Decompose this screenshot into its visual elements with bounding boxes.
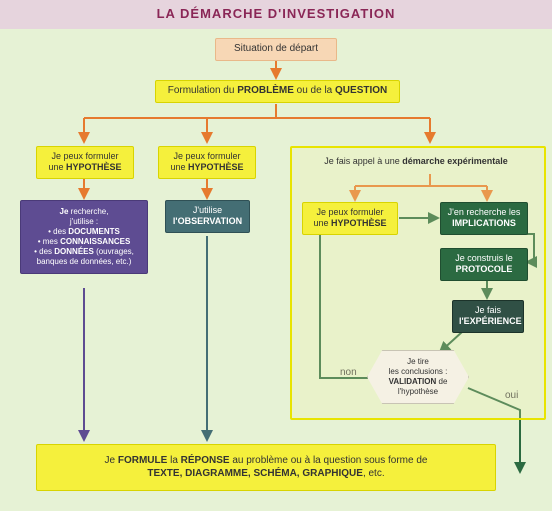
observation-box: J'utilisel'OBSERVATION <box>165 200 250 233</box>
hypothesis-box-3: Je peux formulerune HYPOTHÈSE <box>302 202 398 235</box>
answer-box: Je FORMULE la RÉPONSE au problème ou à l… <box>36 444 496 491</box>
experimental-title: Je fais appel à une démarche expérimenta… <box>298 152 534 171</box>
start-box: Situation de départ <box>215 38 337 61</box>
page-title: LA DÉMARCHE D'INVESTIGATION <box>0 0 552 29</box>
implications-box: J'en recherche lesIMPLICATIONS <box>440 202 528 235</box>
hypothesis-box-1: Je peux formulerune HYPOTHÈSE <box>36 146 134 179</box>
experience-box: Je faisl'EXPÉRIENCE <box>452 300 524 333</box>
documents-box: Je recherche, j'utilise : • des DOCUMENT… <box>20 200 148 274</box>
hypothesis-box-2: Je peux formulerune HYPOTHÈSE <box>158 146 256 179</box>
protocol-box: Je construis lePROTOCOLE <box>440 248 528 281</box>
problem-box: Formulation du PROBLÈME ou de la QUESTIO… <box>155 80 400 103</box>
validation-box: Je tire les conclusions : VALIDATION de … <box>367 350 469 404</box>
